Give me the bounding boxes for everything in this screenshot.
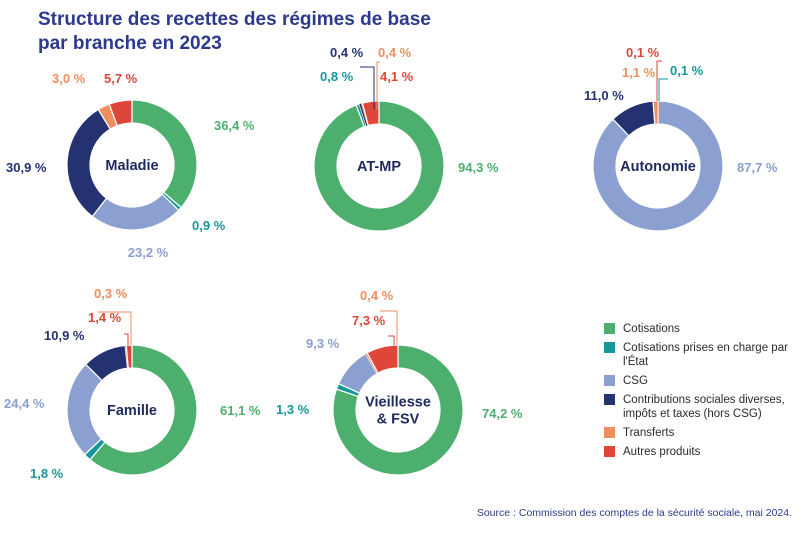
title-line-2: par branche en 2023 [38,33,222,54]
donut-center-label: Famille [107,403,157,419]
data-label-autres: 7,3 % [352,313,386,328]
donut-slice-cotisations [89,344,198,476]
legend-swatch [604,342,615,353]
donut-maladie: 36,4 % 0,9 % 23,2 % 30,9 % 3,0 % 5,7 % Maladie [6,71,255,260]
data-label-transferts: 0,4 % [378,45,412,60]
legend-item-autres: Autres produits [604,445,800,459]
data-label-autres: 0,1 % [626,45,660,60]
legend-label: Cotisations prises en charge par l'État [623,342,788,368]
data-label-transferts: 0,3 % [94,286,128,301]
data-label-csg: 24,4 % [4,396,45,411]
donut-slice-cotisations [131,99,198,209]
data-label-contributions: 0,4 % [330,45,364,60]
data-label-cotisations-etat: 1,3 % [276,402,310,417]
data-label-cotisations: 74,2 % [482,406,523,421]
leader-line [658,78,668,101]
data-label-contributions: 11,0 % [584,88,624,103]
donut-slice-autres [125,344,133,369]
legend-label: Autres produits [623,446,701,458]
donut-center-label: Autonomie [620,159,696,175]
data-label-cotisations: 36,4 % [214,118,255,133]
legend-item-contributions: Contributions sociales diverses, impôts … [604,393,800,421]
donut-autonomie: 0,1 % 87,7 % 11,0 % 1,1 % 0,1 % Autonomie [584,45,778,232]
legend-swatch [604,394,615,405]
donut-center-label: Vieillesse [365,395,431,411]
legend-item-cotisations: Cotisations [604,322,800,336]
data-label-cotisations-etat: 1,8 % [30,466,64,481]
donut-center-label: Maladie [105,158,158,174]
legend-label: CSG [623,375,648,387]
data-label-autres: 5,7 % [104,71,138,86]
data-label-csg: 9,3 % [306,336,340,351]
legend-item-transferts: Transferts [604,426,800,440]
leader-line [656,60,662,101]
leader-line [376,61,380,110]
data-label-contributions: 30,9 % [6,160,47,175]
donut-center-label: AT-MP [357,159,401,175]
leader-line [98,311,132,345]
legend-label: Contributions sociales diverses, impôts … [623,394,785,420]
donut-slice-autres [657,101,659,125]
donut-slice-contributions [84,344,129,382]
donut-slice-cotisations-etat [355,103,368,128]
donut-slice-csg [592,100,724,232]
legend-label: Transferts [623,427,675,439]
donut-slice-contributions [66,108,112,218]
donut-slice-transferts [652,100,659,125]
legend-swatch [604,375,615,386]
data-label-contributions: 10,9 % [44,328,85,343]
leader-line [124,333,129,345]
data-label-transferts: 1,1 % [622,65,656,80]
donut-famille: 61,1 % 1,8 % 24,4 % 10,9 % 0,3 % 1,4 % Famille [4,286,261,481]
legend-swatch [604,446,615,457]
data-label-transferts: 0,4 % [360,288,394,303]
data-label-cotisations-etat: 0,1 % [670,63,704,78]
legend-swatch [604,323,615,334]
donut-slice-csg [66,363,103,456]
data-label-autres: 4,1 % [380,69,414,84]
leader-line [388,335,395,345]
legend-swatch [604,427,615,438]
donut-vieillesse-fsv: 74,2 % 1,3 % 9,3 % 0,4 % 7,3 % Vieillesse& FS… [276,288,523,476]
donut-slice-cotisations [313,100,445,232]
source-note: Source : Commission des comptes de la sé… [476,507,792,519]
donut-slice-autres [361,100,380,127]
donut-slice-contributions [359,103,368,126]
title-line-1: Structure des recettes des régimes de ba… [38,9,431,30]
donut-slice-cotisations [332,344,464,476]
legend-label: Cotisations [623,323,680,335]
leader-line [380,310,398,345]
data-label-transferts: 3,0 % [52,71,86,86]
chart-title: Structure des recettes des régimes de ba… [38,8,431,56]
data-label-autres: 1,4 % [88,310,122,325]
leader-line [360,66,375,110]
donut-at-mp: 94,3 % 0,8 % 0,4 % 0,4 % 4,1 % AT-MP [313,45,499,232]
donut-slice-autres [366,344,399,374]
legend-item-cotisations-etat: Cotisations prises en charge par l'État [604,341,800,369]
donut-slice-autres [108,99,133,127]
data-label-cotisations: 94,3 % [458,160,499,175]
donut-center-label: & FSV [377,412,420,428]
data-label-cotisations-etat: 0,9 % [192,218,226,233]
data-label-csg: 23,2 % [128,245,169,260]
legend: Cotisations Cotisations prises en charge … [604,322,800,464]
legend-item-csg: CSG [604,374,800,388]
data-label-csg: 87,7 % [737,160,778,175]
data-label-cotisations-etat: 0,8 % [320,69,354,84]
data-label-cotisations: 61,1 % [220,403,261,418]
